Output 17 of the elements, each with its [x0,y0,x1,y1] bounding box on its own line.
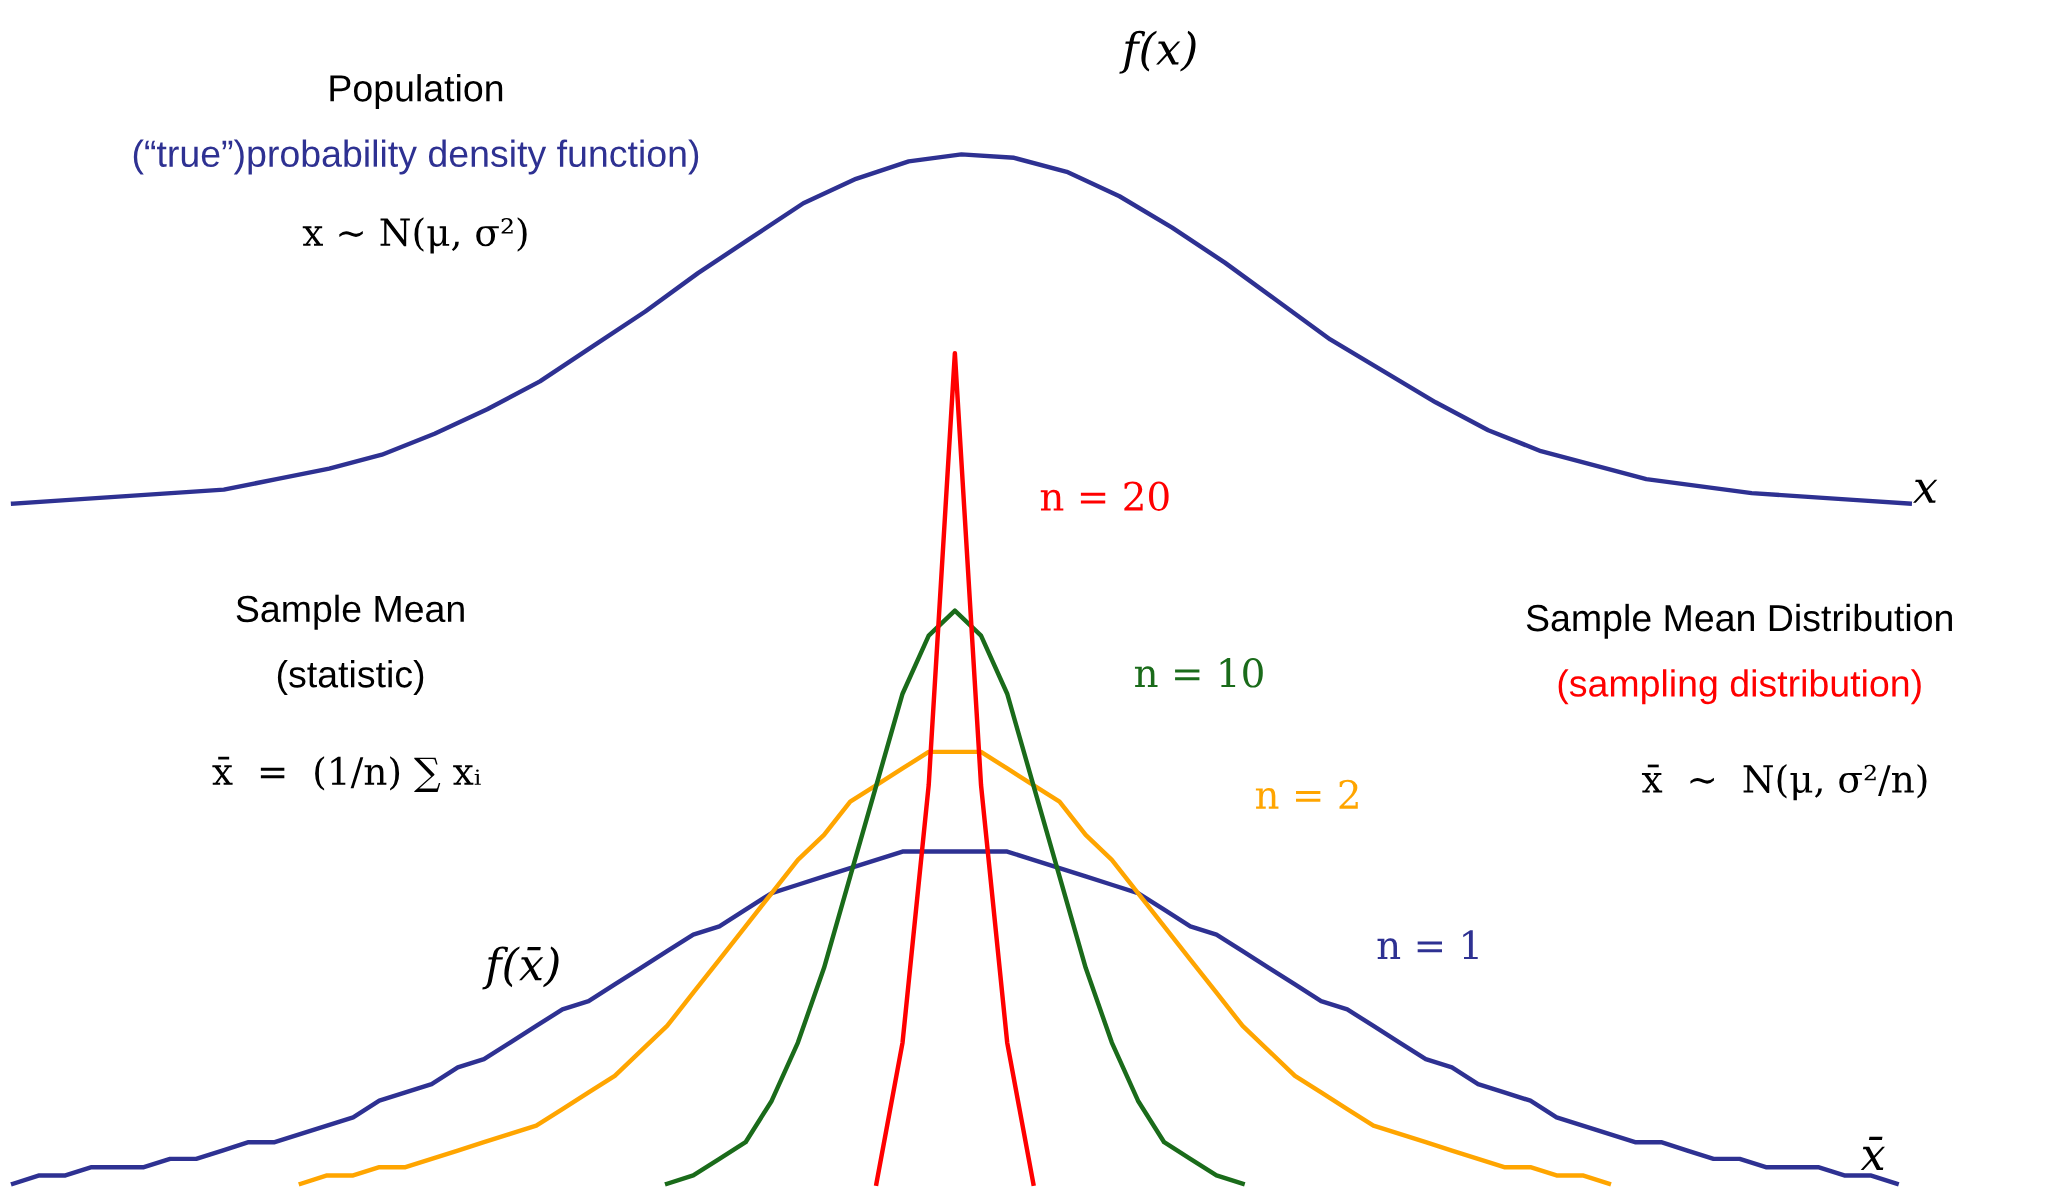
text: n = 10 [1134,658,1263,688]
text: (sampling distribution) [1558,669,1921,705]
y-axis-title: f(x̄) [482,946,559,990]
annotation: Sample Mean [236,594,464,630]
series-label: n = 20 [1040,481,1169,511]
annotation: (statistic) [277,660,424,696]
x-axis-title: x̄ [1860,1136,1885,1170]
annotation: x̄ ∼ N(μ, σ²/n) [1641,764,1927,801]
y-axis-title: f(x) [1119,30,1196,74]
series-label: n = 1 [1377,930,1478,960]
text: Sample Mean Distribution [1526,603,1952,639]
text: n = 2 [1255,779,1358,809]
chart-subtitle: (“true”)probability density function) [133,139,699,175]
annotation: x ∼ N(μ, σ²) [302,217,527,254]
x-axis-title: x [1913,479,1938,503]
annotation: x̄ = (1/n) ∑ xᵢ [212,756,481,792]
chart-title: Population [330,74,503,110]
